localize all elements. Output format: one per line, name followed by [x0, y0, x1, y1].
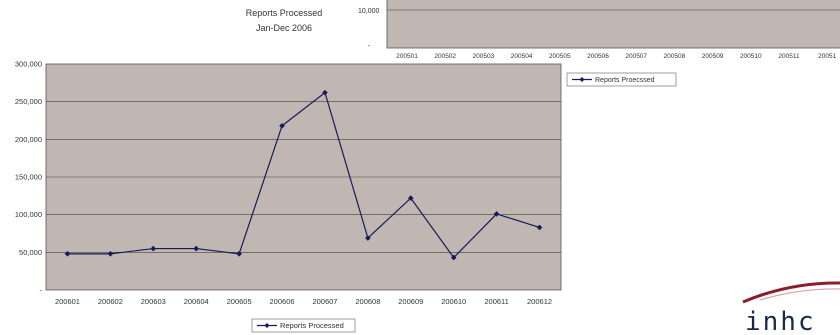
data-point — [407, 195, 414, 201]
y-tick-label: 250,000 — [15, 97, 42, 106]
x-tick-labels-2005: 200501 200502 200503 200504 200505 200506 2005… — [396, 53, 836, 60]
x-tick-label: 200504 — [511, 53, 533, 60]
y-tick-label: 50,000 — [19, 248, 42, 257]
chart-subtitle: Jan-Dec 2006 — [256, 23, 312, 33]
x-tick-label: 200507 — [625, 53, 647, 60]
data-point — [150, 245, 157, 252]
gridlines-2006 — [46, 101, 561, 253]
legend-marker — [264, 323, 270, 328]
data-point — [450, 254, 457, 261]
data-point — [322, 89, 328, 96]
x-tick-label: 200511 — [778, 53, 800, 60]
x-tick-label: 200605 — [227, 297, 252, 306]
x-tick-label: 200501 — [396, 53, 418, 60]
x-tick-label: 200508 — [664, 53, 686, 60]
x-tick-label: 200609 — [398, 297, 423, 306]
legend-2006: Reports Processed — [251, 318, 356, 333]
data-point — [64, 251, 71, 257]
y-tick-label: - — [368, 43, 371, 50]
data-point — [236, 251, 242, 257]
plot-area-2005 — [386, 0, 840, 49]
y-tick-label: 100,000 — [15, 210, 42, 219]
x-tick-label: 200606 — [270, 297, 295, 306]
x-tick-label: 200611 — [484, 297, 508, 306]
x-tick-label: 200603 — [141, 297, 166, 306]
x-tick-label: 200509 — [702, 53, 724, 60]
legend-box — [566, 72, 677, 87]
y-tick-label: 150,000 — [15, 173, 42, 182]
x-tick-label: 200610 — [441, 297, 466, 306]
x-tick-label: 200604 — [184, 297, 209, 306]
x-tick-label: 200502 — [434, 53, 456, 60]
x-tick-label: 200505 — [549, 53, 571, 60]
chart-2005: 10,000 - 200501 200502 200503 200504 200505 2… — [358, 0, 840, 87]
y-tick-labels-2006: - 50,000 100,000 150,000 200,000 250,000 300,0… — [15, 60, 43, 295]
legend-label: Reports Proecssed — [595, 77, 655, 84]
y-tick-label: 200,000 — [15, 135, 42, 144]
legend-label: Reports Processed — [280, 321, 344, 330]
x-tick-label: 20051 — [818, 53, 836, 60]
series-line — [67, 91, 540, 259]
y-tick-label: 300,000 — [15, 60, 42, 69]
logo-text: inhc — [745, 307, 816, 335]
x-tick-label: 200510 — [740, 53, 762, 60]
data-point — [536, 224, 543, 231]
x-tick-label: 200608 — [355, 297, 380, 306]
x-tick-label: 200506 — [587, 53, 609, 60]
inhc-logo: inhc — [742, 281, 840, 335]
data-point — [193, 245, 200, 252]
x-tick-label: 200601 — [55, 297, 80, 306]
legend-2005: Reports Proecssed — [566, 72, 677, 87]
legend-box — [251, 318, 356, 333]
chart-2006: - 50,000 100,000 150,000 200,000 250,000 300,0… — [15, 60, 562, 333]
x-tick-label: 200503 — [473, 53, 495, 60]
chart-title: Reports Processed — [246, 8, 323, 18]
x-tick-label: 200607 — [312, 297, 337, 306]
logo-arc-accent — [759, 288, 840, 301]
data-point — [279, 122, 285, 129]
data-point — [365, 235, 371, 241]
x-tick-label: 200602 — [98, 297, 123, 306]
y-tick-label: - — [40, 286, 43, 295]
data-point — [107, 251, 114, 257]
x-tick-label: 200612 — [527, 297, 552, 306]
x-tick-labels-2006: 200601 200602 200603 200604 200605 200606 2006… — [55, 297, 552, 306]
legend-marker — [579, 77, 585, 82]
logo-arc — [742, 281, 840, 304]
series-reports-processed — [64, 89, 543, 261]
data-point — [493, 211, 500, 217]
y-tick-label: 10,000 — [358, 8, 380, 15]
